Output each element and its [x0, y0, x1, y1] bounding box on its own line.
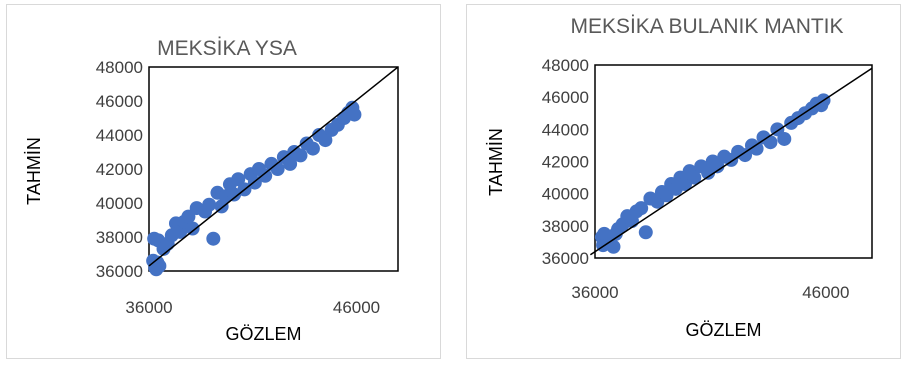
- data-point: [763, 135, 778, 150]
- data-point: [146, 253, 161, 268]
- data-point: [749, 141, 764, 156]
- data-point: [185, 221, 200, 236]
- chart-panel-bulanik-mantik: MEKSİKA BULANIK MANTIK 36000 38000 40000 420…: [466, 4, 901, 359]
- chart-title: MEKSİKA BULANIK MANTIK: [570, 15, 843, 38]
- y-tick-label: 44000: [542, 120, 589, 139]
- data-point: [347, 107, 362, 122]
- scatter-chart-ysa: MEKSİKA YSA 36000 38000 40000 42000 44000 4600…: [24, 37, 399, 344]
- plot-area-frame: [594, 64, 873, 259]
- data-point: [687, 170, 702, 185]
- x-axis-title: GÖZLEM: [685, 320, 761, 340]
- y-tick-label: 36000: [542, 249, 589, 268]
- y-tick-label: 44000: [96, 126, 143, 145]
- y-axis-title: TAHMİN: [24, 137, 44, 205]
- y-tick-label: 42000: [542, 153, 589, 172]
- data-point: [738, 148, 753, 163]
- data-point: [777, 131, 792, 146]
- plot-area-frame: [148, 66, 399, 272]
- data-point: [634, 201, 649, 216]
- data-point: [318, 133, 333, 148]
- data-point: [293, 148, 308, 163]
- chart-panel-ysa: MEKSİKA YSA 36000 38000 40000 42000 44000 4600…: [6, 4, 441, 359]
- data-point: [202, 197, 217, 212]
- scatter-chart-bulanik-mantik: MEKSİKA BULANIK MANTIK 36000 38000 40000 420…: [486, 15, 873, 340]
- data-point: [227, 187, 242, 202]
- y-tick-label: 36000: [96, 262, 143, 281]
- data-point: [710, 159, 725, 174]
- y-tick-label: 48000: [542, 56, 589, 75]
- y-tick-label: 40000: [96, 194, 143, 213]
- x-tick-label: 36000: [125, 298, 172, 317]
- data-point: [258, 168, 273, 183]
- data-point: [270, 162, 285, 176]
- y-axis-title: TAHMİN: [486, 128, 506, 196]
- data-point: [638, 225, 653, 240]
- x-axis-title: GÖZLEM: [225, 324, 301, 344]
- data-point: [305, 141, 320, 156]
- trend-line: [589, 67, 873, 256]
- data-point: [147, 231, 162, 246]
- data-point: [231, 172, 246, 187]
- data-point: [283, 156, 298, 171]
- y-tick-label: 42000: [96, 160, 143, 179]
- y-tick-label: 38000: [542, 217, 589, 236]
- x-tick-label: 36000: [571, 283, 618, 302]
- trend-line: [148, 66, 399, 267]
- data-point: [606, 239, 621, 254]
- y-tick-label: 46000: [96, 92, 143, 111]
- y-tick-label: 48000: [96, 58, 143, 77]
- chart-title: MEKSİKA YSA: [157, 37, 297, 60]
- data-point: [206, 231, 221, 246]
- y-tick-label: 40000: [542, 185, 589, 204]
- y-tick-label: 38000: [96, 228, 143, 247]
- x-tick-label: 46000: [333, 298, 380, 317]
- y-tick-label: 46000: [542, 88, 589, 107]
- x-tick-label: 46000: [802, 283, 849, 302]
